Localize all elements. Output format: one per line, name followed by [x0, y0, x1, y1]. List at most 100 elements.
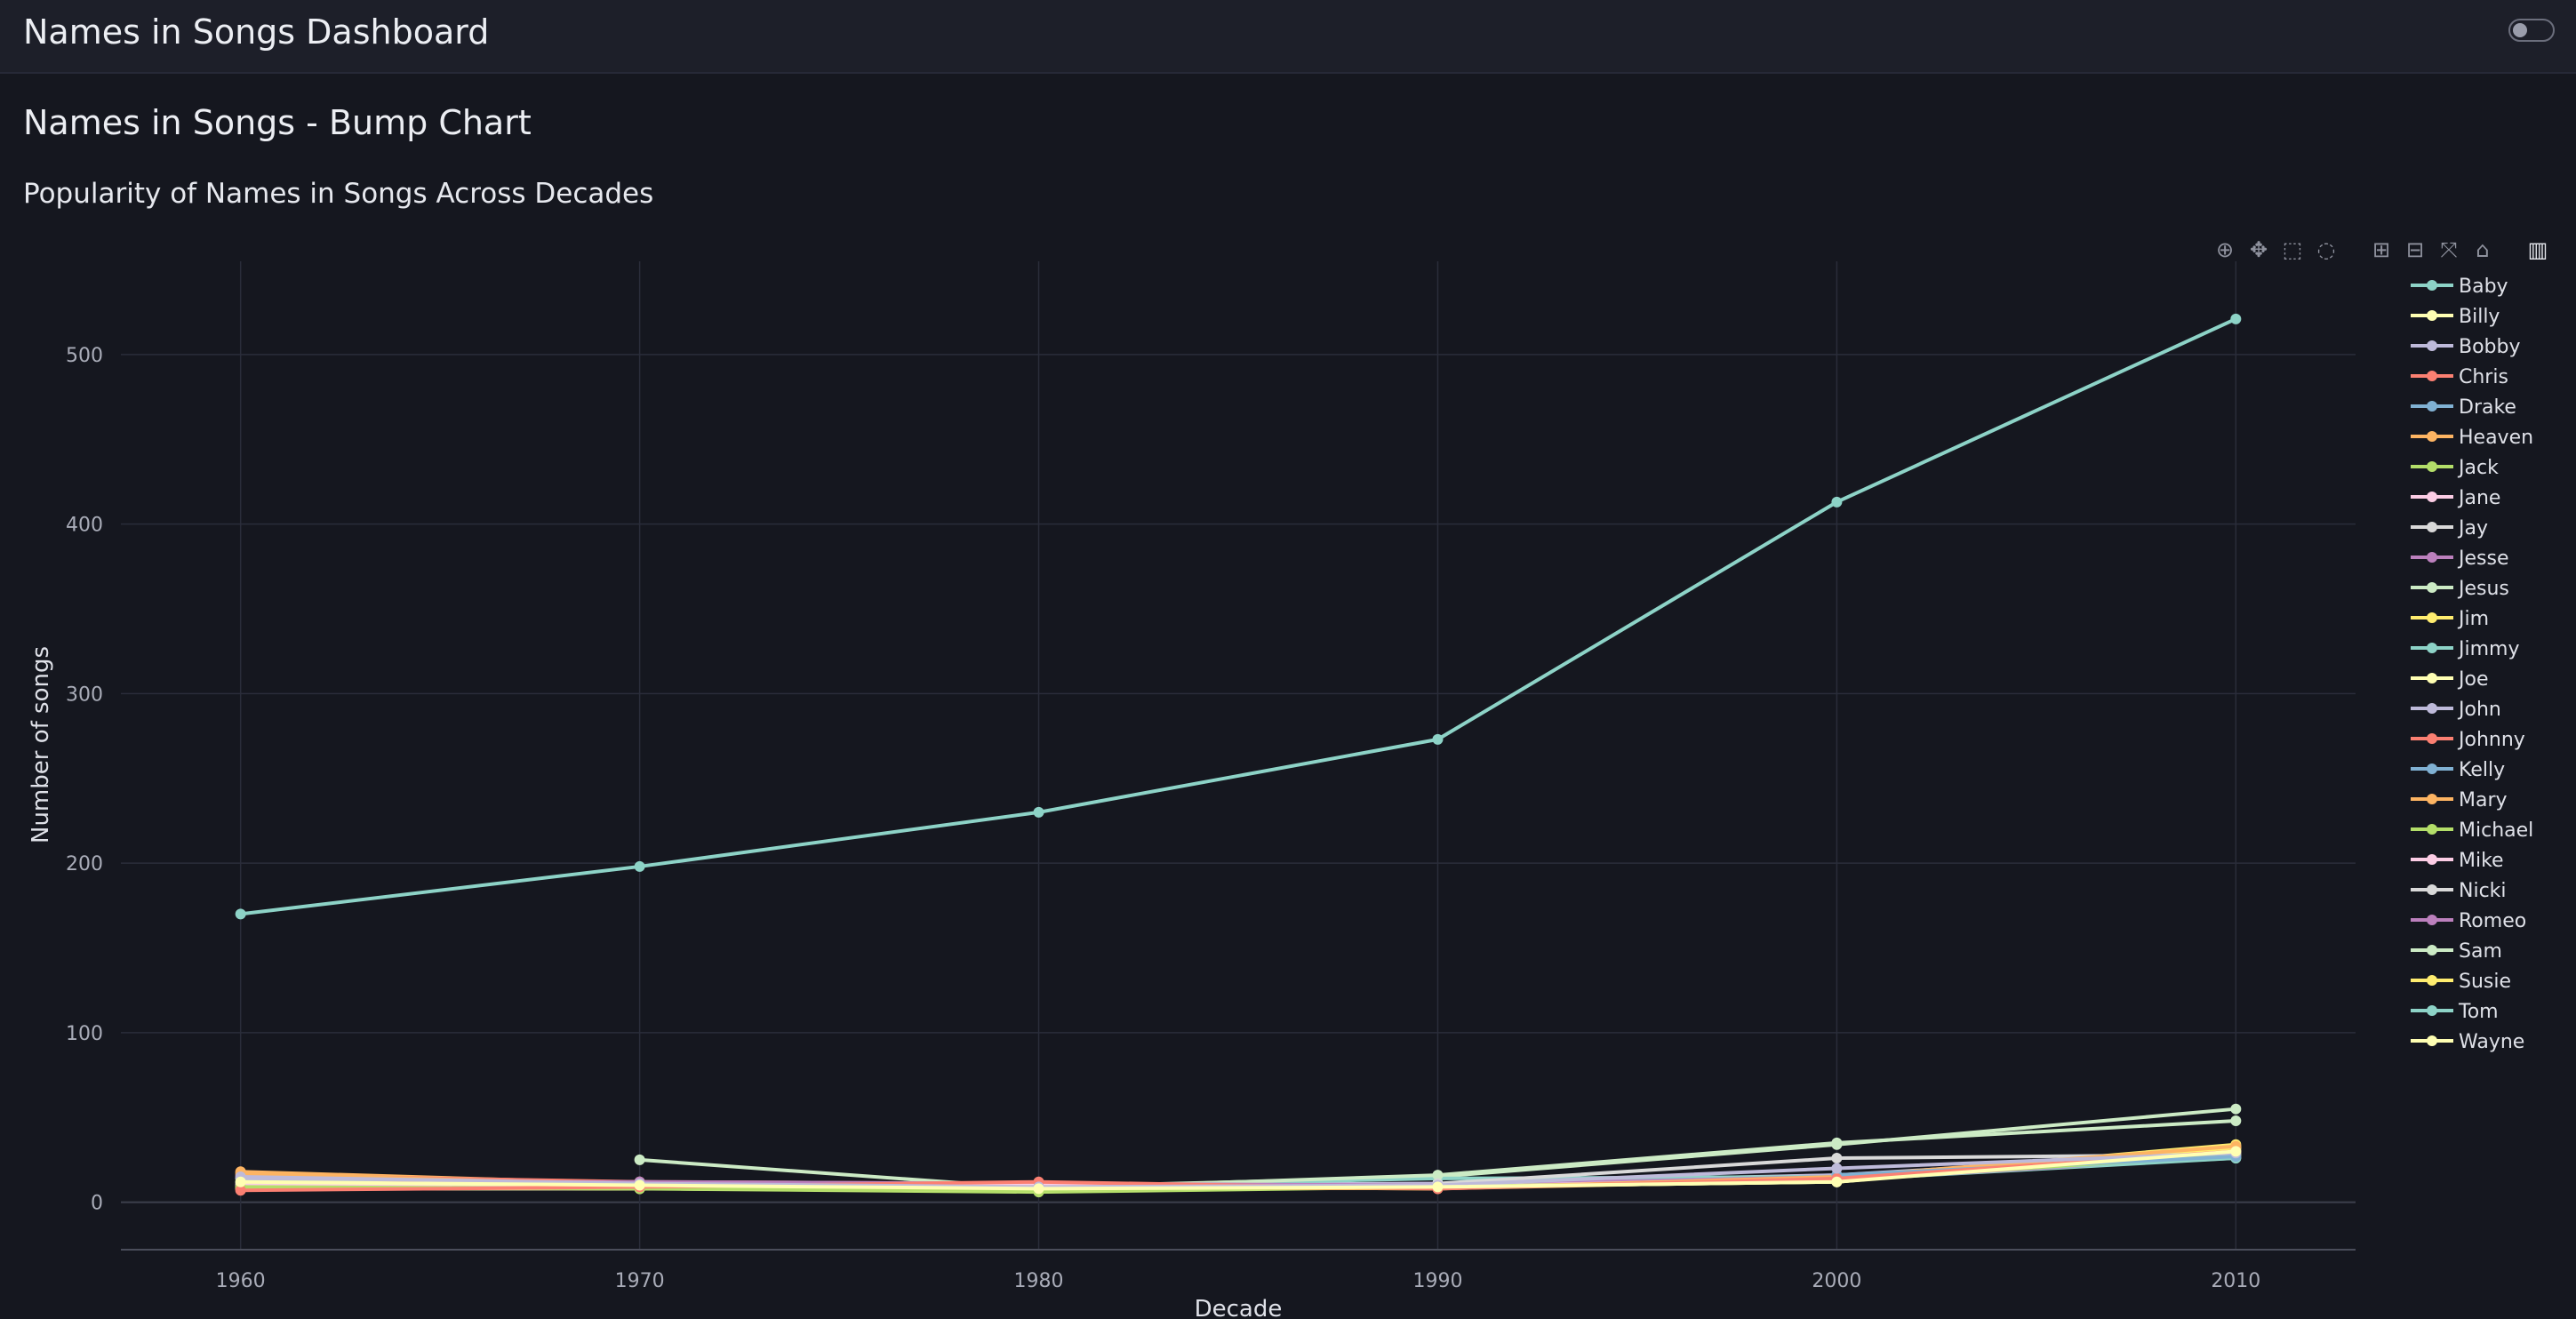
legend-marker-jimmy — [2427, 643, 2437, 653]
y-tick-label: 100 — [66, 1023, 103, 1045]
legend-item-jesus[interactable]: Jesus — [2457, 578, 2509, 600]
data-point-jesus — [1831, 1137, 1843, 1148]
legend-marker-billy — [2427, 310, 2437, 321]
legend-marker-mike — [2427, 854, 2437, 865]
zoom-in-icon[interactable]: ⊞ — [2372, 237, 2391, 262]
data-point-chris — [235, 1185, 246, 1196]
legend-marker-jay — [2427, 522, 2437, 532]
legend-marker-bobby — [2427, 340, 2437, 351]
legend-item-johnny[interactable]: Johnny — [2457, 729, 2525, 751]
autoscale-icon[interactable]: ⤧ — [2440, 237, 2458, 262]
legend-item-john[interactable]: John — [2457, 699, 2501, 721]
x-tick-label: 1990 — [1412, 1270, 1462, 1292]
legend-marker-johnny — [2427, 733, 2437, 744]
legend-item-romeo[interactable]: Romeo — [2459, 910, 2526, 932]
y-tick-label: 0 — [91, 1193, 103, 1215]
y-tick-label: 200 — [66, 853, 103, 875]
legend-marker-wayne — [2427, 1035, 2437, 1046]
data-point-jesus — [1432, 1170, 1444, 1181]
legend-item-billy[interactable]: Billy — [2459, 306, 2500, 328]
legend-item-kelly[interactable]: Kelly — [2459, 759, 2505, 781]
data-point-jay — [1831, 1153, 1843, 1164]
page-heading: Names in Songs - Bump Chart — [23, 103, 532, 142]
lasso-select-icon[interactable]: ◌ — [2316, 237, 2336, 262]
legend-item-michael[interactable]: Michael — [2459, 819, 2533, 842]
legend-item-jim[interactable]: Jim — [2457, 608, 2489, 630]
app-title: Names in Songs Dashboard — [23, 12, 490, 52]
legend-marker-john — [2427, 703, 2437, 714]
legend-marker-jim — [2427, 612, 2437, 623]
x-tick-label: 1980 — [1014, 1270, 1064, 1292]
data-point-billy — [634, 1179, 645, 1191]
legend-marker-heaven — [2427, 431, 2437, 442]
legend-item-drake[interactable]: Drake — [2459, 396, 2516, 419]
theme-toggle[interactable] — [2508, 19, 2555, 42]
legend-item-jane[interactable]: Jane — [2457, 487, 2500, 509]
legend-item-tom[interactable]: Tom — [2458, 1001, 2499, 1023]
legend-marker-tom — [2427, 1005, 2437, 1016]
legend-item-wayne[interactable]: Wayne — [2459, 1031, 2524, 1053]
legend-item-baby[interactable]: Baby — [2459, 276, 2508, 298]
zoom-icon[interactable]: ⊕ — [2215, 237, 2235, 262]
legend-marker-mary — [2427, 794, 2437, 804]
pan-icon[interactable]: ✥ — [2249, 237, 2268, 262]
legend-marker-kelly — [2427, 763, 2437, 774]
box-select-icon[interactable]: ⬚ — [2282, 237, 2303, 262]
legend-marker-joe — [2427, 673, 2437, 683]
legend-item-chris[interactable]: Chris — [2459, 366, 2508, 388]
legend-item-nicki[interactable]: Nicki — [2459, 880, 2507, 902]
data-point-baby — [1831, 496, 1843, 508]
y-tick-label: 300 — [66, 683, 103, 706]
data-point-jesus — [2230, 1115, 2242, 1127]
legend-marker-sam — [2427, 945, 2437, 955]
legend-item-heaven[interactable]: Heaven — [2459, 427, 2533, 449]
y-axis-title: Number of songs — [28, 646, 54, 843]
x-axis-title: Decade — [1195, 1296, 1283, 1319]
data-point-billy — [235, 1176, 246, 1187]
legend-item-jesse[interactable]: Jesse — [2457, 548, 2508, 570]
legend-marker-drake — [2427, 401, 2437, 412]
legend-marker-jesus — [2427, 582, 2437, 593]
series-line-billy — [240, 1149, 2236, 1191]
data-point-billy — [2230, 1146, 2242, 1157]
data-point-bobby — [1831, 1163, 1843, 1174]
legend-item-sam[interactable]: Sam — [2459, 940, 2502, 963]
legend-item-susie[interactable]: Susie — [2459, 971, 2511, 993]
y-tick-label: 500 — [66, 345, 103, 367]
legend-item-joe[interactable]: Joe — [2457, 668, 2488, 691]
data-point-baby — [2230, 313, 2242, 324]
y-tick-label: 400 — [66, 515, 103, 537]
series-line-baby — [240, 317, 2237, 916]
top-bar: Names in Songs Dashboard — [0, 0, 2576, 74]
legend-marker-nicki — [2427, 884, 2437, 895]
legend-marker-jane — [2427, 492, 2437, 502]
theme-toggle-knob — [2513, 23, 2527, 37]
legend-marker-jesse — [2427, 552, 2437, 563]
legend-marker-chris — [2427, 371, 2437, 381]
x-tick-label: 2010 — [2211, 1270, 2260, 1292]
legend-item-mike[interactable]: Mike — [2459, 850, 2504, 872]
data-point-billy — [1432, 1181, 1444, 1193]
chart-title: Popularity of Names in Songs Across Deca… — [23, 178, 654, 210]
data-point-sam — [2230, 1103, 2242, 1115]
legend-marker-baby — [2427, 280, 2437, 291]
x-tick-label: 2000 — [1812, 1270, 1861, 1292]
data-point-billy — [1033, 1183, 1044, 1195]
legend-item-jimmy[interactable]: Jimmy — [2457, 638, 2519, 660]
legend-item-mary[interactable]: Mary — [2459, 789, 2508, 811]
legend-marker-susie — [2427, 975, 2437, 986]
data-point-billy — [1831, 1176, 1843, 1187]
reset-axes-icon[interactable]: ⌂ — [2476, 237, 2490, 262]
zoom-out-icon[interactable]: ⊟ — [2405, 237, 2425, 262]
x-tick-label: 1960 — [216, 1270, 266, 1292]
legend-item-jack[interactable]: Jack — [2457, 457, 2499, 479]
legend-item-bobby[interactable]: Bobby — [2459, 336, 2521, 358]
legend-marker-michael — [2427, 824, 2437, 835]
legend-marker-jack — [2427, 461, 2437, 472]
legend-item-jay[interactable]: Jay — [2457, 517, 2488, 540]
plotly-logo-icon[interactable]: ▥ — [2527, 237, 2548, 262]
data-point-baby — [634, 860, 645, 872]
legend-marker-romeo — [2427, 915, 2437, 925]
x-tick-label: 1970 — [615, 1270, 665, 1292]
